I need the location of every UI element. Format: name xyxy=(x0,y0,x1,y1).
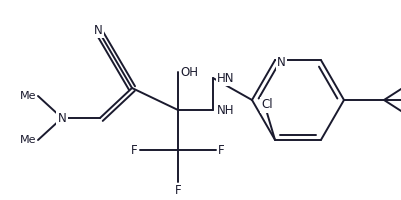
Text: F: F xyxy=(218,144,225,156)
Text: OH: OH xyxy=(180,66,198,78)
Text: N: N xyxy=(93,23,102,36)
Text: HN: HN xyxy=(217,72,235,84)
Text: N: N xyxy=(277,56,286,69)
Text: F: F xyxy=(175,184,181,197)
Text: F: F xyxy=(132,144,138,156)
Text: Me: Me xyxy=(20,135,36,145)
Text: N: N xyxy=(58,112,67,124)
Text: Cl: Cl xyxy=(261,98,273,111)
Text: Me: Me xyxy=(20,91,36,101)
Text: NH: NH xyxy=(217,104,235,116)
